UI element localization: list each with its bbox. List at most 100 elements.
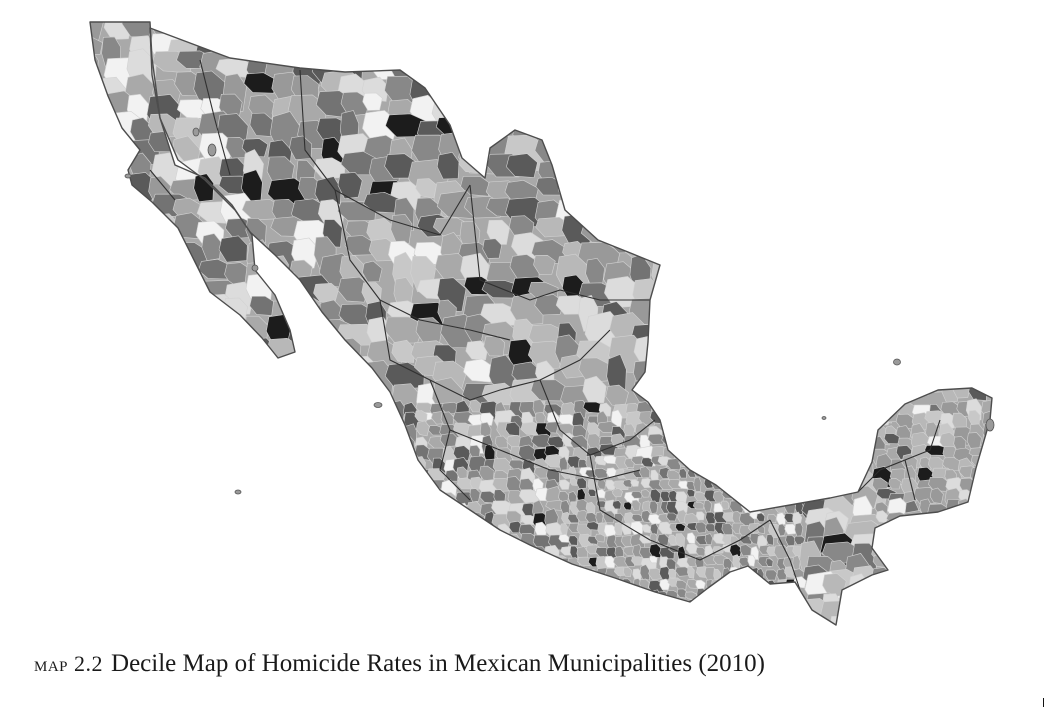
municipality xyxy=(313,434,333,458)
municipality xyxy=(300,433,317,445)
municipality xyxy=(427,587,439,607)
municipality xyxy=(259,414,274,425)
municipality xyxy=(896,34,919,52)
municipality xyxy=(364,511,385,526)
municipality xyxy=(973,508,991,528)
municipality xyxy=(793,623,804,625)
municipality xyxy=(325,634,347,640)
municipality xyxy=(719,580,734,592)
municipality xyxy=(309,442,332,459)
municipality xyxy=(340,611,354,625)
municipality xyxy=(965,116,983,135)
municipality xyxy=(235,521,255,535)
municipality xyxy=(704,274,732,302)
homicide-decile-map xyxy=(89,21,995,640)
municipality xyxy=(365,475,388,494)
municipality xyxy=(363,567,383,583)
municipality xyxy=(930,532,952,547)
municipality xyxy=(944,524,960,542)
municipality xyxy=(604,621,615,625)
municipality xyxy=(950,256,976,271)
municipality xyxy=(273,590,291,605)
municipality xyxy=(946,609,965,625)
municipality xyxy=(219,525,241,541)
municipality xyxy=(103,555,127,572)
municipality xyxy=(244,379,273,411)
municipality xyxy=(840,298,870,325)
municipality xyxy=(588,601,596,611)
municipality xyxy=(102,262,124,295)
municipality xyxy=(344,38,372,65)
municipality xyxy=(897,321,920,340)
municipality xyxy=(577,589,593,600)
municipality xyxy=(223,568,240,587)
municipality xyxy=(560,621,569,625)
municipality xyxy=(301,567,314,586)
municipality xyxy=(608,36,632,57)
municipality xyxy=(869,76,894,97)
municipality xyxy=(144,575,159,590)
municipality xyxy=(207,402,225,423)
municipality xyxy=(875,581,897,601)
municipality xyxy=(927,317,944,339)
municipality xyxy=(903,634,922,640)
municipality xyxy=(362,535,375,553)
municipality xyxy=(168,523,187,542)
municipality xyxy=(930,612,953,625)
municipality xyxy=(453,613,472,625)
municipality xyxy=(721,423,764,454)
municipality xyxy=(413,580,430,596)
municipality xyxy=(967,297,983,313)
municipality xyxy=(127,436,150,453)
municipality xyxy=(455,565,470,579)
municipality xyxy=(640,621,656,625)
municipality xyxy=(144,511,157,533)
municipality xyxy=(631,491,643,499)
municipality xyxy=(391,339,415,363)
municipality xyxy=(532,568,552,589)
municipality xyxy=(730,478,739,487)
municipality xyxy=(210,611,225,625)
municipality xyxy=(389,508,404,525)
municipality xyxy=(128,500,146,514)
municipality xyxy=(678,399,701,417)
municipality xyxy=(363,422,381,436)
municipality xyxy=(874,501,889,515)
municipality xyxy=(262,511,279,534)
municipality xyxy=(876,631,892,640)
municipality xyxy=(157,401,174,415)
municipality xyxy=(701,254,735,284)
municipality xyxy=(90,531,111,553)
municipality xyxy=(247,421,269,435)
municipality xyxy=(297,489,313,512)
municipality xyxy=(453,579,468,595)
municipality xyxy=(751,416,776,453)
municipality xyxy=(748,477,761,486)
municipality xyxy=(391,533,408,551)
municipality xyxy=(796,277,838,315)
municipality xyxy=(363,398,376,420)
municipality xyxy=(852,623,873,625)
municipality xyxy=(697,633,705,640)
municipality xyxy=(740,456,755,469)
municipality xyxy=(675,363,704,389)
municipality xyxy=(440,523,459,545)
municipality xyxy=(235,423,256,441)
municipality xyxy=(246,447,266,466)
municipality xyxy=(376,523,391,539)
municipality xyxy=(724,242,748,263)
municipality xyxy=(951,300,972,318)
municipality xyxy=(723,479,732,490)
municipality xyxy=(568,565,578,582)
municipality xyxy=(389,466,410,485)
municipality xyxy=(319,32,355,59)
municipality xyxy=(286,609,298,625)
municipality xyxy=(388,545,410,558)
municipality xyxy=(691,400,706,421)
municipality xyxy=(168,554,183,568)
municipality xyxy=(220,22,243,35)
municipality xyxy=(259,447,271,464)
municipality xyxy=(776,233,802,273)
municipality xyxy=(768,278,811,315)
municipality xyxy=(712,600,722,611)
